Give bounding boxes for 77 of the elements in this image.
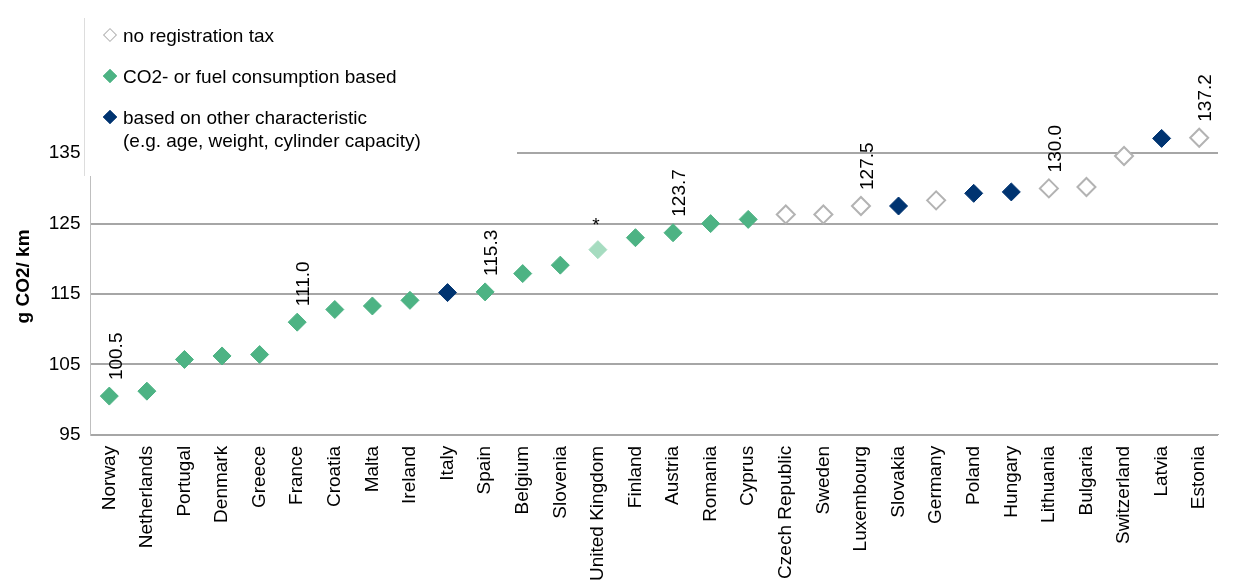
point — [850, 196, 871, 216]
data-label: 111.0 — [292, 261, 314, 307]
x-tick-label: Portugal — [172, 445, 194, 517]
x-tick-label: United Kingdom — [586, 445, 608, 582]
point — [625, 228, 645, 248]
point — [813, 204, 834, 225]
x-tick-label: Bulgaria — [1074, 445, 1096, 516]
point — [738, 209, 758, 229]
x-tick-label: France — [285, 445, 307, 505]
legend-label: based on other characteristic (e.g. age, weight, cylinder capacity) — [123, 106, 421, 152]
x-tick-label: Denmark — [210, 445, 232, 523]
y-tick-label: 135 — [48, 141, 81, 163]
y-tick-label: 125 — [48, 211, 81, 233]
point — [1114, 146, 1135, 167]
x-tick-label: Spain — [473, 445, 495, 495]
x-tick-label: Switzerland — [1112, 445, 1134, 545]
y-tick-label: 115 — [50, 282, 81, 304]
point — [964, 183, 984, 203]
point — [400, 290, 420, 310]
x-tick-label: Norway — [97, 445, 119, 511]
point — [663, 223, 683, 243]
point — [926, 190, 947, 211]
x-tick-label: Cyprus — [736, 445, 758, 506]
y-tick-label: 95 — [59, 423, 81, 445]
x-tick-label: Romania — [698, 445, 720, 522]
data-label: 137.2 — [1194, 74, 1216, 122]
point — [137, 381, 157, 401]
x-tick-label: Ireland — [398, 445, 420, 504]
x-tick-label: Austria — [661, 445, 683, 505]
x-tick-label: Estonia — [1187, 445, 1209, 510]
point — [212, 346, 232, 366]
x-tick-label: Sweden — [811, 445, 833, 515]
point — [1152, 128, 1172, 148]
data-label: 100.5 — [104, 332, 126, 381]
point — [1189, 127, 1210, 148]
x-tick-label: Luxembourg — [849, 445, 871, 552]
legend-label: CO2- or fuel consumption based — [123, 65, 397, 88]
y-tick-label: 105 — [48, 352, 81, 374]
point — [775, 204, 796, 225]
point — [1001, 182, 1021, 202]
y-axis-title: g CO2/ km — [11, 229, 33, 324]
point — [362, 296, 382, 316]
point — [588, 240, 608, 260]
x-tick-label: Croatia — [323, 445, 345, 508]
x-tick-label: Poland — [961, 445, 983, 505]
point — [475, 282, 495, 302]
point — [701, 214, 721, 234]
x-tick-label: Slovakia — [886, 445, 908, 518]
x-tick-label: Latvia — [1149, 445, 1171, 497]
data-label: 127.5 — [856, 142, 878, 190]
legend-label: no registration tax — [123, 24, 275, 47]
x-tick-label: Germany — [924, 445, 946, 524]
x-tick-label: Belgium — [510, 445, 532, 515]
x-tick-label: Lithuania — [1037, 445, 1059, 523]
point — [174, 349, 194, 369]
point — [287, 312, 307, 332]
x-tick-label: Czech Republic — [774, 445, 796, 579]
point — [550, 255, 570, 275]
data-label: 123.7 — [668, 169, 690, 217]
x-tick-label: Greece — [247, 445, 269, 509]
x-tick-label: Malta — [360, 445, 382, 493]
point — [438, 283, 458, 303]
point — [1076, 176, 1097, 197]
point — [325, 299, 345, 319]
point — [889, 196, 909, 216]
data-label: 115.3 — [480, 229, 502, 276]
data-label: 130.0 — [1044, 124, 1066, 173]
point — [250, 345, 270, 365]
x-tick-label: Finland — [623, 445, 645, 509]
x-tick-label: Italy — [435, 445, 457, 481]
x-tick-label: Netherlands — [135, 445, 157, 549]
x-tick-label: Hungary — [999, 445, 1021, 518]
annotation: * — [592, 214, 601, 236]
point — [99, 386, 119, 406]
x-tick-label: Slovenia — [548, 445, 570, 519]
point — [1038, 178, 1059, 199]
point — [513, 264, 533, 284]
